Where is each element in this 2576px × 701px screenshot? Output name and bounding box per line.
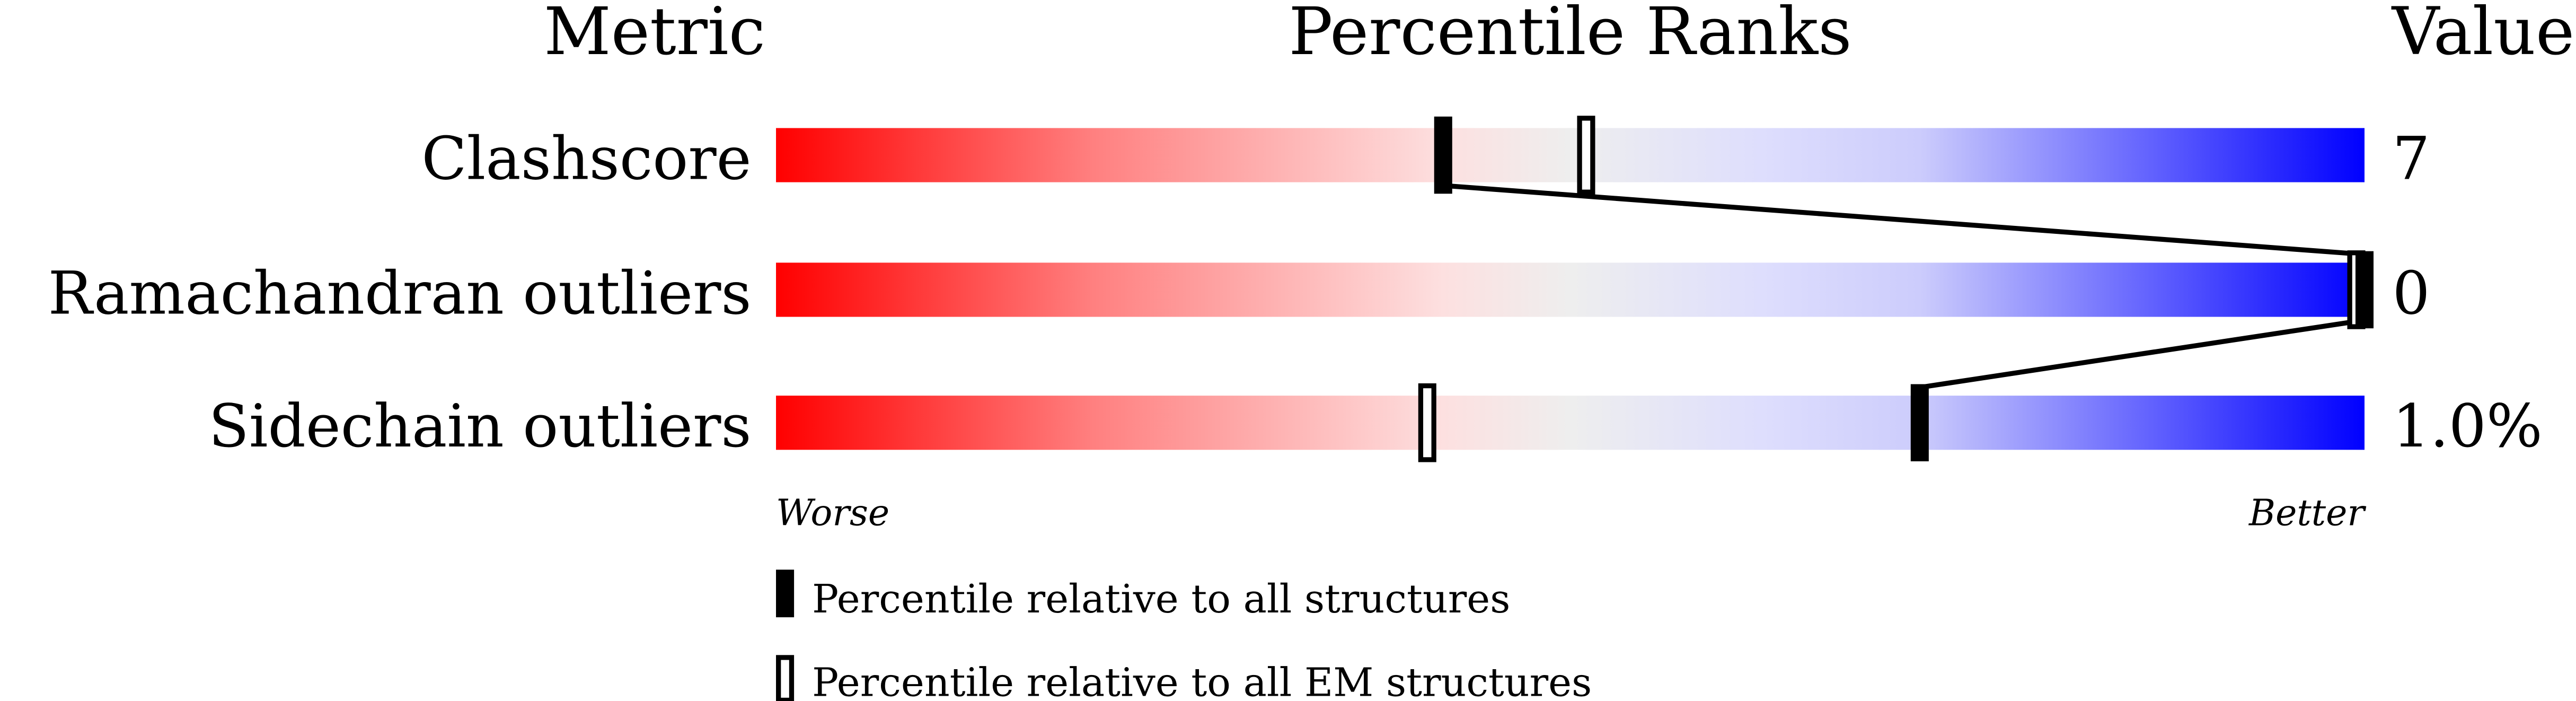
header-metric: Metric — [544, 0, 765, 70]
header-value: Value — [2391, 0, 2575, 70]
percentile-bar — [776, 262, 2365, 317]
metric-value: 0 — [2393, 259, 2430, 328]
connector-line — [1443, 183, 2365, 257]
metric-value: 7 — [2393, 125, 2430, 193]
legend-em-structures: Percentile relative to all EM structures — [812, 660, 1592, 701]
metric-label: Sidechain outliers — [209, 392, 752, 461]
all-percentile-marker — [1910, 384, 1929, 461]
better-label: Better — [2248, 493, 2366, 534]
legend-open-marker — [776, 655, 795, 701]
metric-label: Ramachandran outliers — [48, 259, 752, 328]
metric-value: 1.0% — [2393, 392, 2543, 461]
legend-all-structures: Percentile relative to all structures — [812, 576, 1510, 622]
em-percentile-marker — [1577, 116, 1595, 195]
percentile-bar — [776, 396, 2365, 450]
header-percentile-ranks: Percentile Ranks — [1289, 0, 1851, 70]
legend-filled-marker — [776, 569, 795, 618]
connector-line — [1919, 318, 2365, 390]
all-percentile-marker — [2355, 251, 2374, 329]
all-percentile-marker — [1434, 116, 1452, 194]
percentile-bar — [776, 128, 2365, 182]
metric-label: Clashscore — [421, 125, 751, 193]
em-percentile-marker — [1418, 383, 1436, 462]
worse-label: Worse — [776, 493, 889, 534]
